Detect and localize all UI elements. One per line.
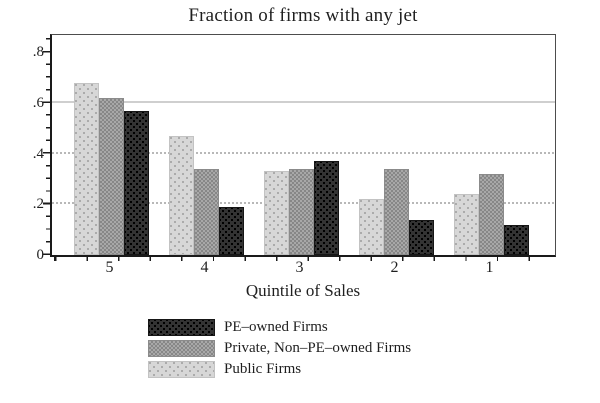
y-tick-label: .2 (32, 196, 44, 212)
bar-dark-q1 (504, 225, 529, 255)
x-axis-title: Quintile of Sales (245, 281, 361, 300)
bar-dark-q2 (409, 220, 434, 255)
legend-item-private-non-pe: Private, Non–PE–owned Firms (148, 340, 411, 357)
legend-item-pe-owned: PE–owned Firms (148, 319, 411, 336)
bar-mid-q3 (289, 169, 314, 255)
bar-dark-q5 (124, 111, 149, 255)
bar-group-quintile-2 (359, 35, 434, 255)
bar-group-quintile-3 (264, 35, 339, 255)
legend-label: Private, Non–PE–owned Firms (224, 340, 412, 356)
bar-mid-q1 (479, 174, 504, 255)
legend-swatch-public (148, 361, 215, 378)
x-tick-label: 1 (485, 259, 494, 276)
bar-dark-q3 (314, 161, 339, 255)
legend-swatch-pe-owned (148, 319, 215, 336)
x-tick-label: 5 (105, 259, 114, 276)
bar-group-quintile-5 (74, 35, 149, 255)
bar-mid-q4 (194, 169, 219, 255)
y-axis-minor-ticks (46, 38, 50, 255)
bar-group-quintile-1 (454, 35, 529, 255)
y-tick-label: .8 (32, 44, 44, 60)
y-tick-label: .6 (32, 95, 44, 111)
x-axis-minor-ticks (50, 257, 556, 261)
legend-item-public: Public Firms (148, 361, 411, 378)
plot-area (50, 34, 556, 257)
legend-swatch-private-non-pe (148, 340, 215, 357)
legend-label: Public Firms (224, 361, 302, 377)
bar-mid-q5 (99, 98, 124, 255)
x-tick-label: 4 (200, 259, 209, 276)
x-tick-label: 2 (390, 259, 399, 276)
legend: PE–owned Firms Private, Non–PE–owned Fir… (148, 319, 411, 382)
chart-title: Fraction of firms with any jet (188, 5, 418, 26)
bar-light-q3 (264, 171, 289, 255)
legend-label: PE–owned Firms (224, 319, 328, 335)
bar-mid-q2 (384, 169, 409, 255)
bar-group-quintile-4 (169, 35, 244, 255)
y-tick-label: 0 (36, 247, 45, 263)
bar-light-q4 (169, 136, 194, 255)
x-tick-label: 3 (295, 259, 304, 276)
gridline (52, 151, 555, 154)
bar-dark-q4 (219, 207, 244, 255)
bar-light-q2 (359, 199, 384, 255)
bar-light-q1 (454, 194, 479, 255)
y-tick-label: .4 (32, 146, 44, 162)
gridline (52, 100, 555, 103)
bar-light-q5 (74, 83, 99, 255)
